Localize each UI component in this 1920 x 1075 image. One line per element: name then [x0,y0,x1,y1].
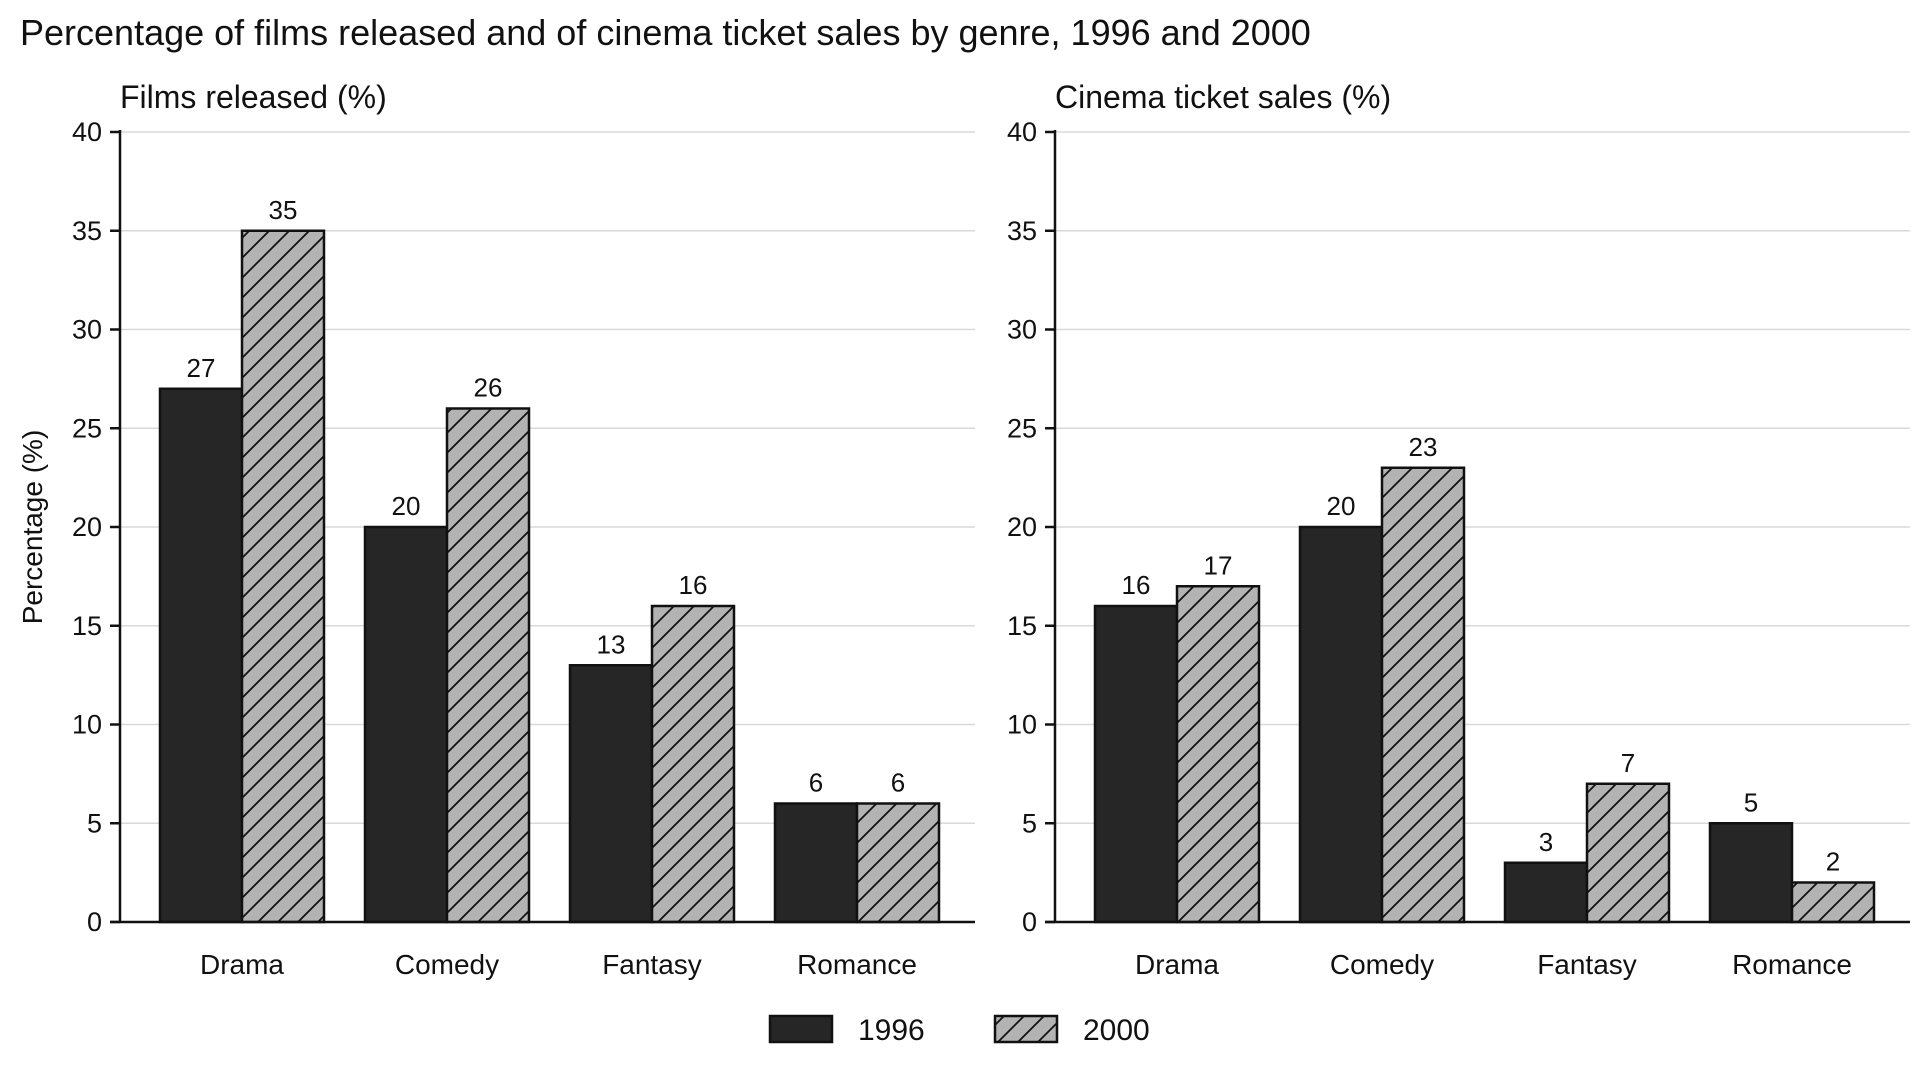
chart-panels: Films released (%)05101520253035402735Dr… [17,79,1910,980]
y-tick-label: 30 [72,315,102,345]
bar-comedy-1996 [1298,525,1384,924]
bar-comedy-1996 [363,525,449,924]
data-label: 6 [809,768,823,798]
x-tick-label: Drama [200,949,284,980]
y-tick-label: 25 [72,413,102,443]
y-tick-label: 5 [1022,808,1037,838]
bar-comedy-2000 [445,407,531,924]
data-label: 2 [1826,847,1840,877]
y-tick-label: 20 [72,512,102,542]
data-label: 17 [1204,550,1233,580]
data-label: 27 [187,353,216,383]
data-label: 7 [1621,748,1635,778]
data-label: 6 [891,768,905,798]
y-tick-label: 15 [1007,611,1037,641]
data-label: 3 [1539,827,1553,857]
y-tick-label: 35 [1007,216,1037,246]
y-tick-label: 30 [1007,315,1037,345]
bar-drama-2000 [1175,585,1261,924]
y-axis-label: Percentage (%) [17,430,48,625]
bar-comedy-2000 [1380,466,1466,924]
bar-fantasy-1996 [1503,861,1589,924]
y-tick-label: 10 [1007,710,1037,740]
legend-label-2000: 2000 [1083,1014,1150,1047]
y-tick-label: 10 [72,710,102,740]
y-tick-label: 20 [1007,512,1037,542]
data-label: 13 [597,629,626,659]
data-label: 20 [392,491,421,521]
panel-1: Films released (%) 0 5 10 15 20 25 30 35 40 27 35 Dr… [72,79,975,980]
bar-drama-1996 [158,387,244,924]
legend: 1996 2000 [768,1014,1150,1047]
legend-swatch-1996 [768,1014,834,1044]
data-label: 20 [1327,491,1356,521]
legend-label-1996: 1996 [858,1014,925,1047]
data-label: 23 [1409,432,1438,462]
y-tick-label: 5 [87,808,102,838]
y-tick-label: 25 [1007,413,1037,443]
bar-romance-1996 [773,802,859,924]
y-tick-label: 0 [87,907,102,937]
y-tick-label: 35 [72,216,102,246]
bar-fantasy-1996 [568,664,654,924]
panel-title: Cinema ticket sales (%) [1055,79,1391,115]
bar-drama-2000 [240,229,326,924]
chart-title: Percentage of films released and of cine… [20,12,1311,53]
y-tick-label: 40 [1007,117,1037,147]
x-tick-label: Drama [1135,949,1219,980]
x-tick-label: Fantasy [602,949,702,980]
legend-swatch-2000 [993,1014,1059,1044]
y-tick-label: 40 [72,117,102,147]
x-tick-label: Comedy [1330,949,1434,980]
data-label: 35 [269,195,298,225]
x-tick-label: Romance [797,949,917,980]
x-tick-label: Romance [1732,949,1852,980]
x-tick-label: Comedy [395,949,499,980]
panel-2: Cinema ticket sales (%)05101520253035401… [1007,79,1910,980]
x-tick-label: Fantasy [1537,949,1637,980]
panel-title: Films released (%) [120,79,387,115]
bar-drama-1996 [1093,604,1179,924]
data-label: 26 [474,373,503,403]
bar-romance-2000 [855,802,941,924]
bar-romance-1996 [1708,822,1794,924]
bar-romance-2000 [1790,881,1876,924]
y-tick-label: 0 [1022,907,1037,937]
data-label: 16 [1122,570,1151,600]
y-tick-label: 15 [72,611,102,641]
data-label: 16 [679,570,708,600]
bar-fantasy-2000 [1585,782,1671,924]
bar-fantasy-2000 [650,604,736,924]
data-label: 5 [1744,787,1758,817]
